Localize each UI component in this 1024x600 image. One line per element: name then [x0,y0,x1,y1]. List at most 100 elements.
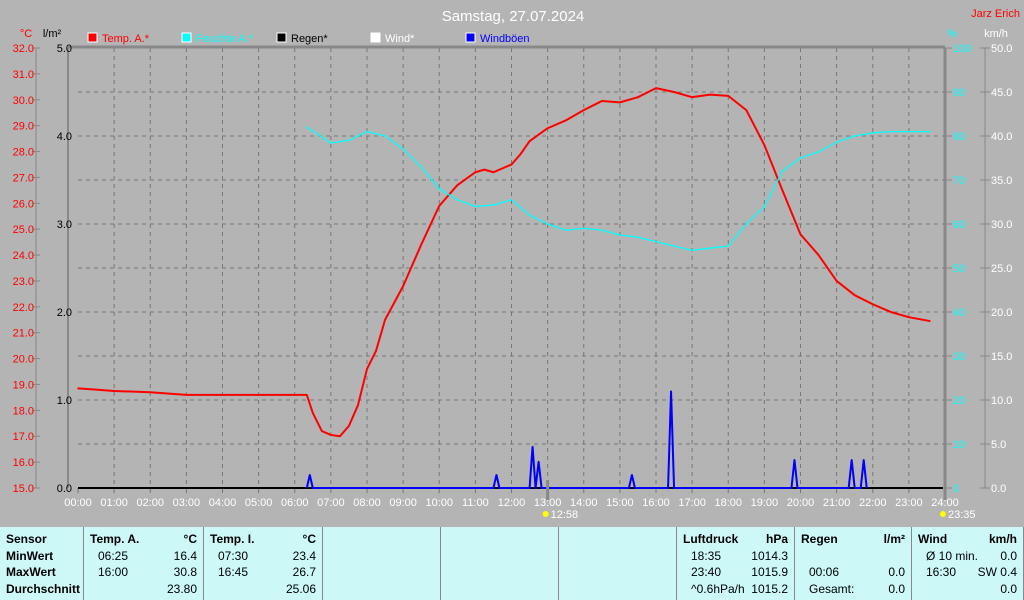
x-tick-label: 21:00 [823,497,851,509]
rain-unit: l/m² [43,28,62,40]
stats-label: 16:00 [98,565,129,579]
temp-tick-label: 23.0 [13,276,34,288]
temp-tick-label: 31.0 [13,69,34,81]
stats-value: 1014.3 [751,548,788,563]
author-label: Jarz Erich [971,8,1020,20]
humidity-point [510,199,513,201]
stats-label: 16:45 [218,565,249,579]
marker-label: 23:35 [948,509,976,521]
x-tick-label: 24:00 [931,497,959,509]
humidity-point [929,130,931,133]
stats-label: 16:30 [926,565,957,579]
temp-point [929,320,931,322]
temp-point [673,91,675,93]
stats-value: 1015.9 [751,565,788,579]
temp-point [655,87,657,89]
wind-tick-label: 45.0 [991,87,1012,99]
humidity-tick-label: 30 [953,351,965,363]
stats-row: 23:40 1015.9 [683,564,788,581]
humidity-point [835,141,838,143]
humidity-point [709,247,711,249]
stats-row: Regen l/m² [801,531,905,548]
temp-tick-label: 18.0 [13,405,34,417]
temp-point [691,96,693,98]
wind-tick-label: 10.0 [991,395,1012,407]
rain-tick-label: 0.0 [57,483,72,495]
x-tick-label: 09:00 [389,497,417,509]
stats-value: 16.4 [173,548,197,563]
humidity-point [601,229,603,231]
humidity-point [492,204,495,206]
temp-point [339,435,341,438]
temp-point [745,109,748,111]
temp-point [312,412,314,414]
stats-panel: Sensor MinWert MaxWert Durchschnitt Temp. A.… [0,527,1024,600]
stats-label: Temp. I. [210,532,255,546]
temp-point [817,254,820,256]
temp-tick-label: 21.0 [13,328,34,340]
wind-tick-label: 15.0 [991,351,1012,363]
temp-point [709,93,711,96]
temp-point [384,318,386,321]
x-tick-label: 19:00 [751,497,779,509]
humidity-point [619,234,621,236]
stats-label: MaxWert [6,565,56,579]
rain-tick-label: 1.0 [57,395,72,407]
stats-value: 0.0 [888,565,905,579]
marker-label: 12:58 [551,509,579,521]
temp-point [321,430,323,432]
temp-point [871,303,874,306]
temp-point [77,387,79,390]
x-tick-label: 03:00 [173,497,201,509]
humidity-point [330,142,332,144]
stats-label: Sensor [6,532,47,546]
legend-swatch [276,32,287,43]
legend-label: Wind* [385,33,415,45]
stats-label [90,581,98,598]
stats-value: °C [183,532,197,546]
stats-row: Durchschnitt [6,581,80,598]
stats-row: Temp. I. °C [210,531,316,548]
x-tick-label: 10:00 [425,497,453,509]
temp-tick-label: 20.0 [13,354,34,366]
x-tick-label: 13:00 [534,497,562,509]
stats-label: Luftdruck [683,532,739,546]
wind-unit: km/h [984,28,1008,40]
stats-row: 16:45 26.7 [210,564,316,581]
temp-point [375,350,377,352]
stats-value: 23.4 [292,548,316,563]
temp-point [113,390,115,392]
humidity-point [890,130,892,133]
gust-point [537,460,540,463]
temp-point [908,316,910,318]
x-tick-label: 12:00 [498,497,526,509]
stats-row: 0.0 [918,581,1017,598]
legend-swatch [465,32,476,43]
humidity-point [781,170,784,172]
temp-point [601,100,603,102]
rain-tick-label: 5.0 [57,43,72,55]
temp-tick-label: 25.0 [13,224,34,236]
stats-column: Wind km/h Ø 10 min. 0.0 16:30 SW 0.4 0.0 [912,527,1024,600]
stats-value: 1015.2 [751,581,788,596]
temp-point [528,140,531,142]
stats-label [918,581,926,598]
temp-tick-label: 29.0 [13,121,34,133]
x-tick-label: 22:00 [859,497,887,509]
stats-label: ^0.6hPa/h [691,581,745,596]
temp-point [357,404,359,406]
stats-row: 16:00 30.8 [90,564,197,581]
humidity-point [763,205,766,208]
temp-point [637,96,639,98]
stats-label [801,548,809,565]
humidity-tick-label: 50 [953,263,965,275]
rain-tick-label: 3.0 [57,219,72,231]
stats-value: SW 0.4 [977,565,1017,579]
temp-point [890,311,892,313]
temp-point [348,425,350,427]
temp-point [483,168,486,171]
stats-column: Temp. I. °C 07:30 23.4 16:45 26.7 25.06 [204,527,323,600]
temp-point [582,109,585,111]
legend-swatch [87,32,98,43]
temp-tick-label: 26.0 [13,198,34,210]
